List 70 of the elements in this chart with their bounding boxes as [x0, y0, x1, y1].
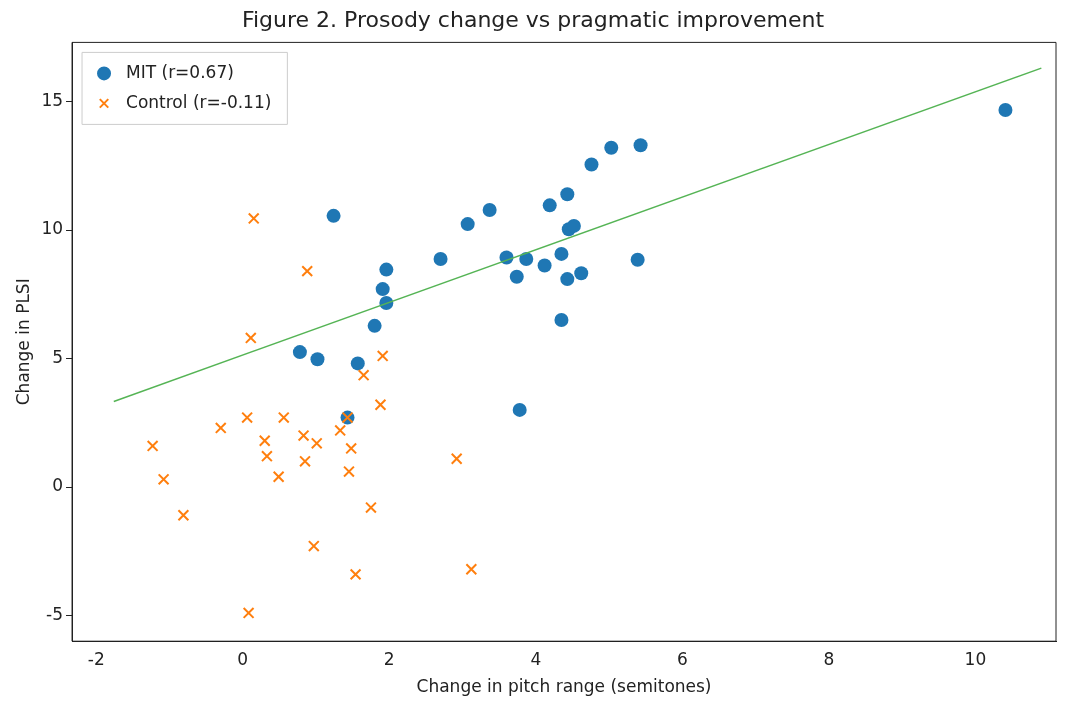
y-tick-label: 5: [52, 346, 64, 367]
x-tick-label: 10: [964, 648, 987, 669]
y-axis-title: Change in PLSI: [12, 278, 33, 406]
point: [375, 282, 390, 297]
point: [509, 269, 524, 284]
point: [998, 102, 1013, 117]
x-tick-label: 6: [676, 648, 688, 669]
point: [310, 437, 323, 450]
x-tick-label: 8: [823, 648, 835, 669]
point: [326, 208, 341, 223]
point: [633, 138, 648, 153]
x-axis-title: Change in pitch range (semitones): [416, 676, 712, 697]
point: [260, 450, 273, 463]
x-tick-label: 0: [237, 648, 249, 669]
x-tick-label: 2: [383, 648, 395, 669]
point: [574, 266, 589, 281]
x-tick-label: 4: [530, 648, 542, 669]
chart-title: Figure 2. Prosody change vs pragmatic improvement: [241, 6, 825, 32]
point: [310, 352, 325, 367]
point: [349, 568, 362, 581]
legend-label: Control (r=-0.11): [126, 91, 272, 112]
point: [343, 465, 355, 478]
point: [214, 421, 227, 434]
point: [604, 140, 619, 155]
point: [299, 455, 311, 468]
point: [247, 212, 260, 225]
point: [357, 369, 370, 382]
point: [297, 429, 310, 442]
point: [277, 411, 290, 424]
point: [157, 473, 170, 486]
point: [334, 424, 347, 437]
point: [537, 258, 552, 273]
point: [482, 202, 497, 217]
point: [465, 563, 478, 576]
point: [345, 442, 358, 455]
point: [460, 217, 475, 232]
x-tick-label: -2: [87, 648, 105, 669]
point: [258, 434, 271, 447]
point: [519, 252, 534, 267]
point: [554, 246, 569, 261]
point: [367, 318, 382, 333]
point: [146, 439, 159, 452]
point: [350, 356, 365, 371]
point: [374, 398, 387, 411]
point: [177, 509, 190, 522]
point: [301, 265, 314, 278]
point: [542, 198, 557, 213]
point: [307, 540, 320, 553]
point: [244, 332, 257, 344]
point: [560, 272, 575, 287]
legend-label: MIT (r=0.67): [126, 61, 234, 82]
point: [241, 411, 254, 424]
point: [584, 157, 599, 172]
y-tick-label: 0: [52, 475, 64, 496]
point: [272, 470, 285, 483]
point: [512, 402, 527, 417]
point: [292, 345, 307, 360]
point: [376, 349, 389, 362]
y-tick-label: 10: [41, 218, 64, 239]
point: [554, 312, 569, 327]
point: [242, 606, 255, 619]
point: [365, 501, 377, 514]
point: [450, 452, 463, 465]
point: [566, 218, 581, 233]
point: [630, 252, 645, 267]
point: [433, 252, 448, 267]
point: [379, 262, 394, 277]
y-tick-label: -5: [46, 603, 64, 624]
point: [560, 187, 575, 202]
y-tick-label: 15: [41, 89, 64, 110]
